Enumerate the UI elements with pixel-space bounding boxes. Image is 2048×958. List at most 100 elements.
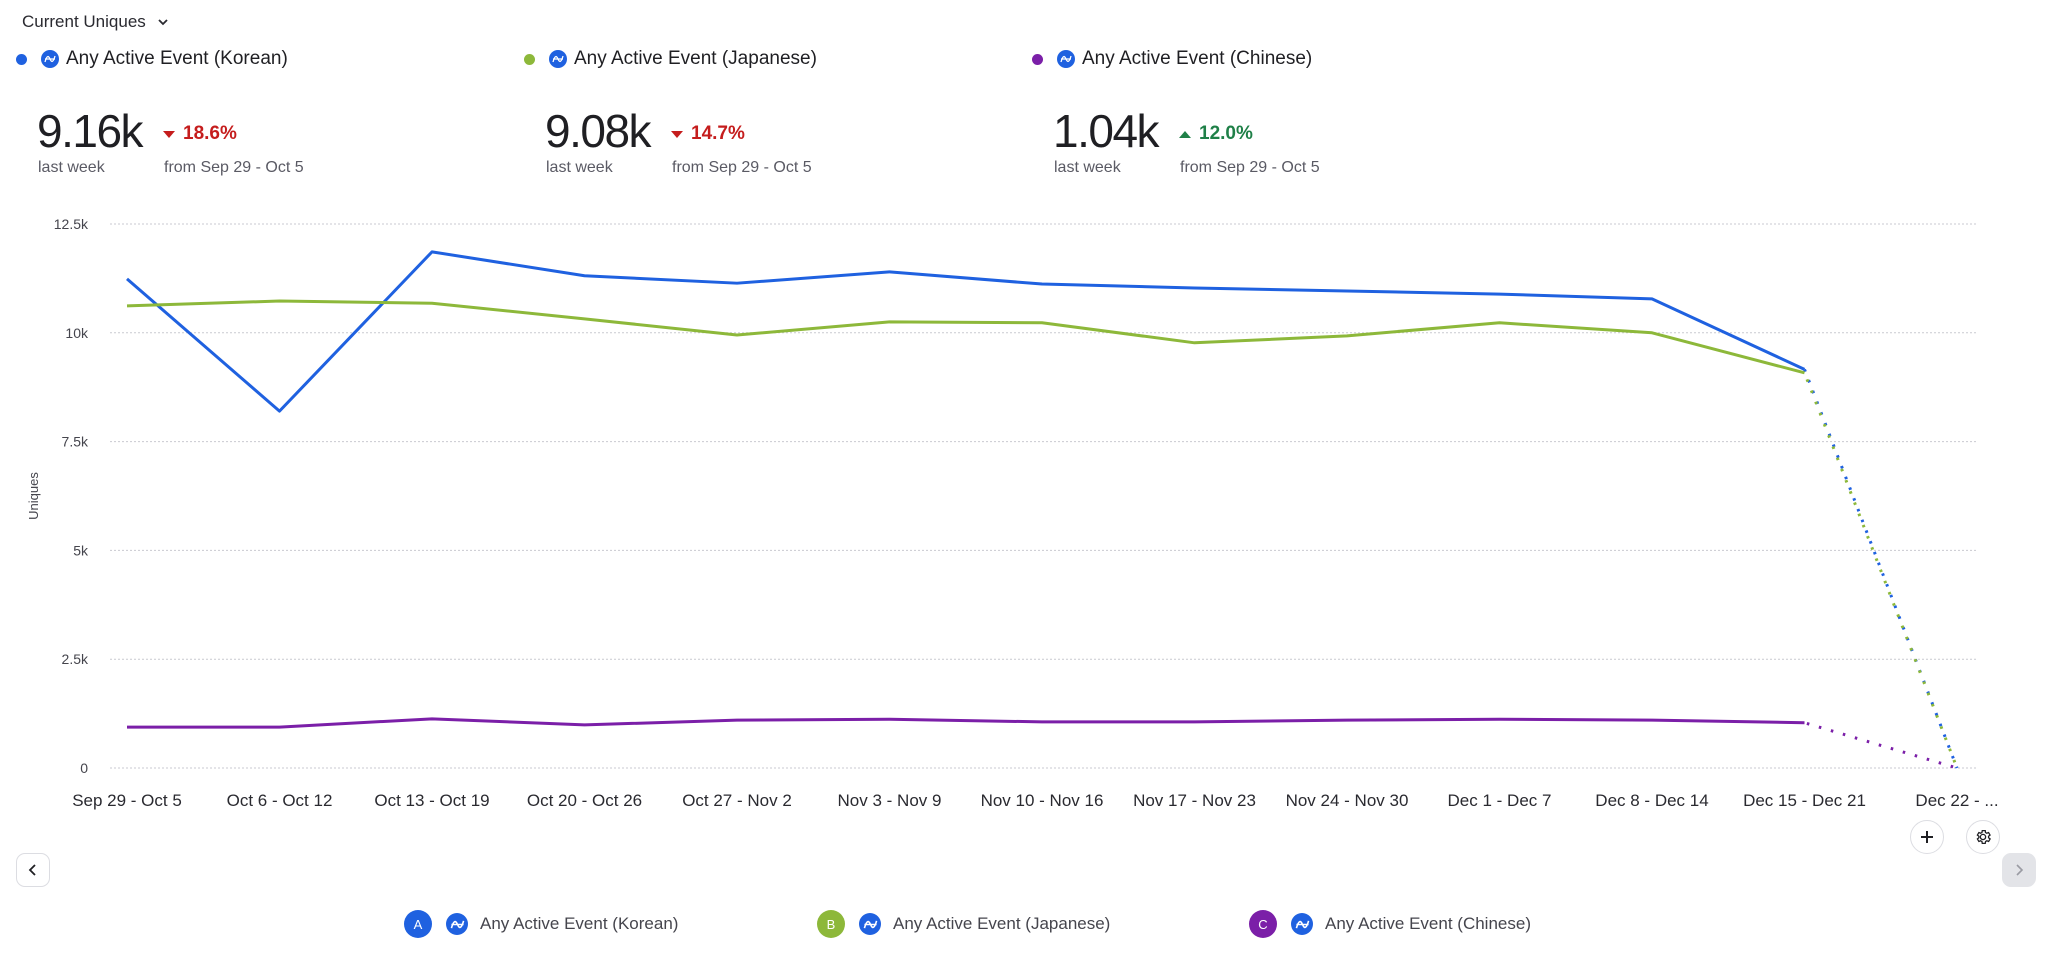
series-color-dot [524,53,535,65]
summary-value: 1.04k [1053,105,1160,157]
x-tick-label: Nov 10 - Nov 16 [981,791,1104,810]
y-tick-label: 0 [80,760,88,776]
plus-icon [1921,831,1933,843]
y-tick-label: 5k [73,542,89,558]
summary-value: 9.16k [37,105,144,157]
data-point[interactable] [121,300,133,312]
legend-item-japanese[interactable]: B Any Active Event (Japanese) [817,910,1110,938]
chevron-left-icon [28,864,36,876]
data-point[interactable] [1036,278,1048,290]
y-tick-label: 7.5k [62,434,89,450]
data-point[interactable] [1646,327,1658,339]
grid-lines [110,223,1976,769]
data-point[interactable] [731,714,743,726]
data-point[interactable] [579,270,591,282]
chevron-down-icon [158,19,168,26]
data-point[interactable] [1494,317,1506,329]
data-point[interactable] [1494,288,1506,300]
next-button[interactable] [2002,853,2036,887]
data-point[interactable] [1951,762,1963,774]
data-point[interactable] [1036,317,1048,329]
data-point[interactable] [121,273,133,285]
data-point[interactable] [274,721,286,733]
data-point[interactable] [1341,714,1353,726]
data-point[interactable] [1646,714,1658,726]
x-tick-label: Dec 15 - Dec 21 [1743,791,1866,810]
y-tick-label: 10k [65,325,89,341]
data-point[interactable] [884,713,896,725]
data-point[interactable] [426,713,438,725]
change-value: 12.0% [1199,123,1253,144]
summary-change: 18.6% [163,123,237,145]
data-point[interactable] [884,266,896,278]
data-point[interactable] [1799,367,1811,379]
data-point[interactable] [1036,716,1048,728]
data-point[interactable] [274,295,286,307]
series-3 [121,713,1963,774]
x-tick-label: Dec 22 - ... [1915,791,1998,810]
x-tick-label: Nov 24 - Nov 30 [1286,791,1409,810]
event-icon [41,50,59,68]
summary-period: last week [38,159,105,176]
legend-badge: A [404,910,432,938]
data-point[interactable] [731,329,743,341]
x-tick-label: Nov 17 - Nov 23 [1133,791,1256,810]
data-point[interactable] [426,246,438,258]
legend-item-chinese[interactable]: C Any Active Event (Chinese) [1249,910,1531,938]
data-point[interactable] [1799,717,1811,729]
data-point[interactable] [274,405,286,417]
x-tick-label: Oct 6 - Oct 12 [227,791,333,810]
summary-compare: from Sep 29 - Oct 5 [672,159,812,176]
x-axis-ticks: Sep 29 - Oct 5 Oct 6 - Oct 12 Oct 13 - Oct… [72,791,1998,810]
y-axis-ticks: 0 2.5k 5k 7.5k 10k 12.5k [54,216,89,776]
series-incomplete-line [1803,368,1959,769]
summary-period: last week [546,159,613,176]
metric-selector-label: Current Uniques [22,12,146,31]
x-tick-label: Oct 20 - Oct 26 [527,791,642,810]
data-point[interactable] [1189,337,1201,349]
series-line [127,717,1805,729]
series-incomplete-line [1804,721,1958,770]
data-point[interactable] [1646,293,1658,305]
data-point[interactable] [1341,330,1353,342]
metric-selector[interactable]: Current Uniques [22,12,170,32]
gear-icon [1976,829,1991,845]
data-point[interactable] [1341,285,1353,297]
x-tick-label: Oct 27 - Nov 2 [682,791,792,810]
summary-value: 9.08k [545,105,652,157]
legend-item-korean[interactable]: A Any Active Event (Korean) [404,910,678,938]
add-button[interactable] [1910,820,1944,854]
data-point[interactable] [121,721,133,733]
event-icon [859,913,881,935]
series-2 [121,295,1959,769]
triangle-down-icon [163,130,175,138]
x-tick-label: Dec 1 - Dec 7 [1448,791,1552,810]
data-point[interactable] [1494,713,1506,725]
data-point[interactable] [1189,282,1201,294]
series-color-dot [16,53,27,65]
summary-change: 14.7% [671,123,745,145]
summary-change: 12.0% [1179,123,1253,145]
data-point[interactable] [579,313,591,325]
data-point[interactable] [1189,716,1201,728]
triangle-down-icon [671,130,683,138]
summary-period: last week [1054,159,1121,176]
data-point[interactable] [731,277,743,289]
event-icon [1291,913,1313,935]
event-icon [1057,50,1075,68]
data-point[interactable] [884,316,896,328]
legend-label: Any Active Event (Korean) [480,914,679,933]
summary-korean: Any Active Event (Korean) 9.16k last wee… [0,48,500,176]
x-tick-label: Dec 8 - Dec 14 [1595,791,1708,810]
change-value: 14.7% [691,123,745,144]
summary-compare: from Sep 29 - Oct 5 [1180,159,1320,176]
series-line [126,250,1806,413]
x-tick-label: Nov 3 - Nov 9 [838,791,942,810]
legend-label: Any Active Event (Japanese) [893,914,1111,933]
series-name: Any Active Event (Japanese) [574,48,817,69]
prev-button[interactable] [16,853,50,887]
data-point[interactable] [579,719,591,731]
x-tick-label: Sep 29 - Oct 5 [72,791,182,810]
settings-button[interactable] [1966,820,2000,854]
data-point[interactable] [426,297,438,309]
